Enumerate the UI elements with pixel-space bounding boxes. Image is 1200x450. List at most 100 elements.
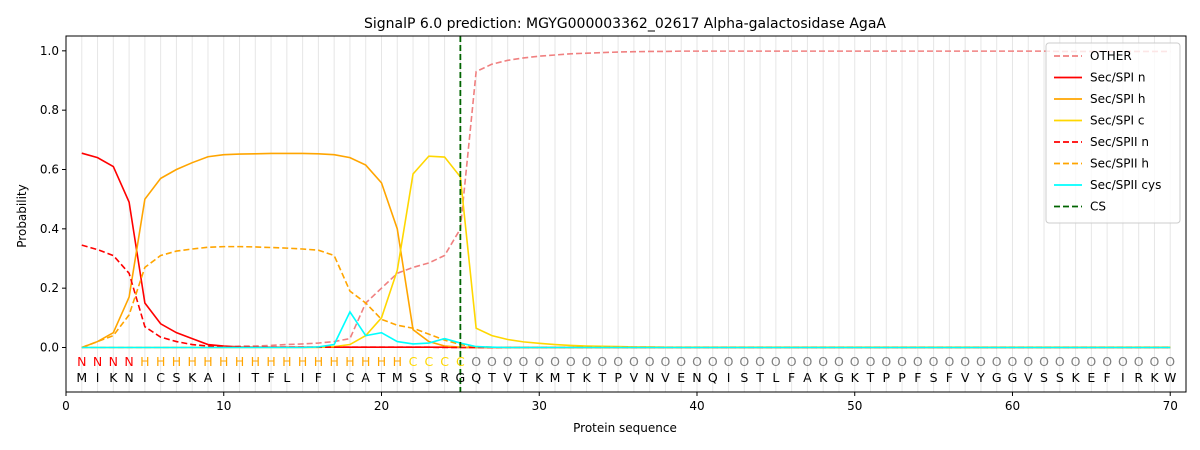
legend-entry: OTHER	[1090, 49, 1132, 63]
sequence-letter: V	[1024, 370, 1033, 385]
region-label: O	[929, 354, 939, 369]
region-label: O	[897, 354, 907, 369]
sequence-letter: Y	[976, 370, 985, 385]
region-label: O	[1086, 354, 1096, 369]
sequence-letter: P	[898, 370, 906, 385]
sequence-letter: T	[519, 370, 528, 385]
sequence-letter: S	[1040, 370, 1048, 385]
region-label: O	[613, 354, 623, 369]
sequence-letter: L	[772, 370, 779, 385]
sequence-letter: R	[440, 370, 449, 385]
region-label: H	[345, 354, 354, 369]
x-axis-label: Protein sequence	[573, 421, 677, 435]
region-label: O	[1055, 354, 1065, 369]
region-label: H	[393, 354, 402, 369]
region-label: O	[992, 354, 1002, 369]
y-tick-label: 1.0	[40, 44, 59, 58]
sequence-letter: I	[301, 370, 305, 385]
region-label: H	[156, 354, 165, 369]
series-line	[81, 245, 1171, 349]
region-label: H	[329, 354, 338, 369]
region-label: N	[93, 354, 102, 369]
sequence-letter: N	[645, 370, 654, 385]
region-label: O	[1134, 354, 1144, 369]
region-label: H	[361, 354, 370, 369]
y-tick-label: 0.0	[40, 341, 59, 355]
region-label: O	[866, 354, 876, 369]
region-label: N	[109, 354, 118, 369]
sequence-letter: T	[755, 370, 764, 385]
region-label: C	[456, 354, 465, 369]
region-label: O	[1102, 354, 1112, 369]
sequence-letter: M	[392, 370, 403, 385]
series-line	[81, 50, 1171, 349]
legend-entry: Sec/SPII n	[1090, 135, 1149, 149]
sequence-letter: A	[361, 370, 370, 385]
region-label: O	[708, 354, 718, 369]
sequence-letter: F	[267, 370, 274, 385]
region-label: C	[440, 354, 449, 369]
sequence-letter: I	[238, 370, 242, 385]
sequence-letter: T	[598, 370, 607, 385]
region-label: O	[519, 354, 529, 369]
sequence-letter: C	[346, 370, 355, 385]
sequence-letter: W	[1164, 370, 1176, 385]
sequence-letter: T	[487, 370, 496, 385]
sequence-letter: P	[614, 370, 622, 385]
sequence-letter: S	[740, 370, 748, 385]
sequence-letter: E	[677, 370, 685, 385]
region-label: O	[1071, 354, 1081, 369]
sequence-letter: G	[992, 370, 1002, 385]
legend: OTHER Sec/SPI n Sec/SPI h Sec/SPI c Sec/SPII…	[1045, 42, 1181, 224]
sequence-letter: K	[582, 370, 591, 385]
region-label: C	[424, 354, 433, 369]
sequence-letter: I	[222, 370, 226, 385]
region-label: H	[377, 354, 386, 369]
sequence-letter: K	[188, 370, 197, 385]
region-label: O	[471, 354, 481, 369]
region-label: O	[566, 354, 576, 369]
legend-entry: CS	[1090, 200, 1106, 214]
region-label: O	[676, 354, 686, 369]
region-label: N	[77, 354, 86, 369]
region-label: O	[550, 354, 560, 369]
sequence-letter: T	[377, 370, 386, 385]
sequence-letter: I	[332, 370, 336, 385]
region-label: O	[582, 354, 592, 369]
sequence-letter: F	[1104, 370, 1111, 385]
x-tick-label: 60	[1005, 399, 1020, 413]
region-label: O	[724, 354, 734, 369]
region-label: H	[235, 354, 244, 369]
y-tick-label: 0.6	[40, 163, 59, 177]
region-label: O	[850, 354, 860, 369]
region-label: H	[298, 354, 307, 369]
region-label: O	[818, 354, 828, 369]
sequence-letter: A	[803, 370, 812, 385]
sequence-letter: T	[566, 370, 575, 385]
series-line	[81, 155, 1171, 349]
x-tick-label: 0	[62, 399, 70, 413]
sequence-letter: S	[1056, 370, 1064, 385]
region-label: O	[787, 354, 797, 369]
x-tick-label: 30	[532, 399, 547, 413]
region-label: H	[219, 354, 228, 369]
sequence-letter: N	[124, 370, 133, 385]
region-label: N	[124, 354, 133, 369]
series-line	[81, 310, 1171, 349]
region-label: O	[1039, 354, 1049, 369]
sequence-letter: C	[156, 370, 165, 385]
legend-entry: Sec/SPI n	[1090, 71, 1145, 85]
x-tick-label: 50	[847, 399, 862, 413]
region-label: O	[976, 354, 986, 369]
legend-entry: Sec/SPII h	[1090, 157, 1149, 171]
sequence-letter: K	[819, 370, 828, 385]
sequence-letter: G	[1008, 370, 1018, 385]
series-line	[81, 152, 1171, 349]
region-label: H	[203, 354, 212, 369]
sequence-letter: T	[250, 370, 259, 385]
sequence-letter: F	[914, 370, 921, 385]
sequence-letter: A	[204, 370, 213, 385]
region-label: O	[881, 354, 891, 369]
region-label: O	[913, 354, 923, 369]
sequence-letter: N	[692, 370, 701, 385]
